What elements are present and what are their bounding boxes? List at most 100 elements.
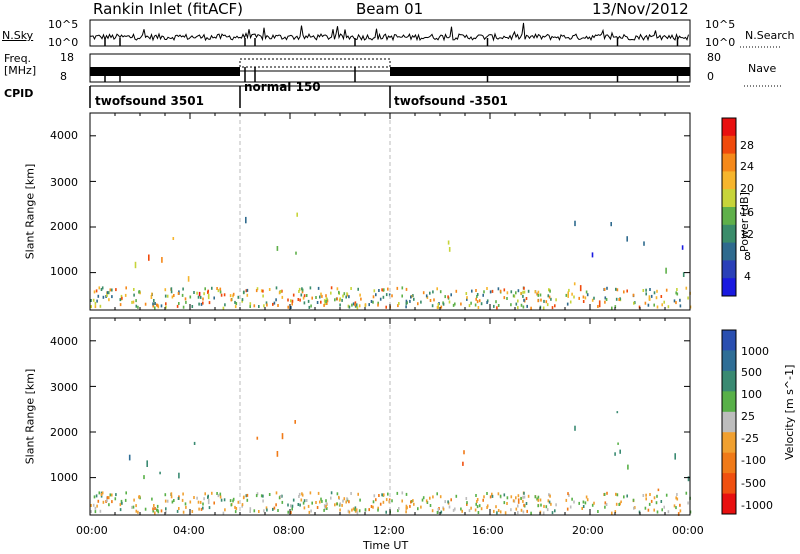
power-scatter-cell: [476, 293, 479, 296]
power-scatter-cell: [258, 305, 260, 308]
velocity-scatter-cell: [133, 498, 135, 502]
power-scatter-cell: [506, 291, 509, 295]
velocity-scatter-cell: [497, 492, 500, 496]
x-tick: 12:00: [373, 524, 405, 537]
power-scatter-cell: [574, 220, 576, 227]
velocity-scatter-cell: [100, 493, 103, 496]
velocity-scatter-cell: [92, 503, 95, 507]
velocity-scatter-cell: [370, 505, 373, 508]
velocity-colorbar-swatch: [722, 493, 736, 515]
velocity-scatter-cell: [275, 503, 277, 507]
velocity-scatter-cell: [422, 496, 425, 500]
power-scatter-cell: [388, 293, 391, 297]
velocity-scatter-cell: [280, 495, 282, 498]
velocity-scatter-cell: [444, 500, 446, 504]
power-scatter-cell: [309, 286, 312, 290]
power-scatter-cell: [465, 292, 468, 295]
velocity-scatter-cell: [364, 508, 367, 512]
power-scatter-cell: [491, 289, 494, 293]
velocity-scatter-cell: [202, 506, 204, 510]
x-tick: 00:00: [76, 524, 108, 537]
power-scatter-cell: [203, 292, 205, 296]
velocity-scatter-cell: [368, 508, 370, 512]
power-scatter-cell: [551, 306, 554, 310]
velocity-tick: -500: [741, 477, 766, 490]
velocity-scatter-cell: [574, 425, 576, 431]
velocity-scatter-cell: [523, 491, 525, 495]
power-scatter-cell: [303, 294, 306, 298]
power-scatter-cell: [241, 298, 244, 302]
velocity-scatter-cell: [336, 502, 338, 506]
power-scatter-cell: [645, 288, 647, 292]
velocity-scatter-cell: [262, 499, 264, 503]
velocity-scatter-cell: [171, 500, 174, 504]
velocity-scatter-cell: [412, 499, 414, 503]
power-scatter-cell: [220, 293, 223, 297]
power-scatter-cell: [586, 293, 589, 297]
power-scatter-cell: [224, 303, 226, 307]
velocity-scatter-cell: [262, 494, 264, 498]
power-scatter-cell: [352, 302, 355, 306]
velocity-scatter-cell: [241, 503, 244, 507]
power-scatter-cell: [650, 294, 653, 298]
nsearch-tick-bottom: 10^0: [705, 36, 736, 49]
velocity-scatter-cell: [336, 492, 339, 496]
power-scatter-cell: [495, 300, 497, 304]
velocity-scatter-cell: [461, 509, 463, 513]
velocity-scatter-cell: [517, 494, 520, 498]
velocity-scatter-cell: [311, 501, 313, 505]
power-scatter-cell: [634, 301, 636, 305]
velocity-scatter-cell: [495, 505, 497, 509]
velocity-scatter-cell: [388, 498, 391, 502]
power-colorbar-swatch: [722, 135, 736, 155]
power-scatter-cell: [234, 305, 237, 309]
power-scatter-cell: [272, 302, 274, 306]
velocity-y-tick: 2000: [50, 426, 78, 439]
cpid-segment-1: twofsound 3501: [95, 94, 204, 108]
velocity-scatter-cell: [176, 509, 179, 513]
power-scatter-cell: [405, 305, 407, 309]
x-tick: 08:00: [273, 524, 305, 537]
power-scatter-cell: [520, 303, 523, 307]
power-scatter-cell: [303, 301, 306, 305]
power-scatter-cell: [92, 298, 95, 302]
velocity-scatter-cell: [526, 509, 528, 513]
velocity-scatter-cell: [276, 451, 279, 457]
power-scatter-cell: [138, 290, 140, 294]
velocity-scatter-cell: [164, 499, 167, 503]
velocity-scatter-cell: [548, 493, 550, 497]
velocity-scatter-cell: [506, 502, 508, 505]
power-scatter-cell: [537, 290, 540, 294]
power-scatter-cell: [106, 294, 108, 298]
velocity-scatter-cell: [527, 494, 530, 498]
velocity-scatter-cell: [417, 507, 419, 511]
velocity-scatter-cell: [645, 493, 647, 497]
power-scatter-cell: [171, 295, 174, 299]
power-scatter-cell: [676, 288, 678, 291]
power-scatter-cell: [295, 251, 297, 255]
velocity-scatter-cell: [396, 491, 399, 495]
power-scatter-cell: [578, 296, 580, 300]
power-scatter-cell: [503, 288, 506, 292]
power-scatter-cell: [582, 295, 585, 299]
power-scatter-cell: [144, 302, 147, 306]
velocity-scatter-cell: [298, 495, 300, 498]
power-scatter-cell: [200, 302, 203, 306]
velocity-scatter-cell: [325, 499, 327, 503]
power-scatter-cell: [348, 295, 350, 299]
power-colorbar-swatch: [722, 242, 736, 261]
velocity-scatter-cell: [255, 494, 258, 498]
velocity-colorbar-swatch: [722, 370, 736, 392]
velocity-scatter-cell: [477, 511, 480, 514]
power-scatter-cell: [523, 286, 525, 290]
x-tick: 00:00: [672, 524, 704, 537]
nave-trace: [239, 58, 391, 68]
velocity-scatter-cell: [466, 501, 468, 505]
velocity-scatter-cell: [512, 499, 515, 503]
power-scatter-cell: [436, 287, 438, 291]
power-scatter-cell: [325, 300, 327, 303]
power-scatter-cell: [357, 287, 359, 291]
power-scatter-cell: [656, 305, 659, 309]
power-scatter-cell: [311, 296, 313, 300]
velocity-scatter-cell: [676, 497, 679, 501]
